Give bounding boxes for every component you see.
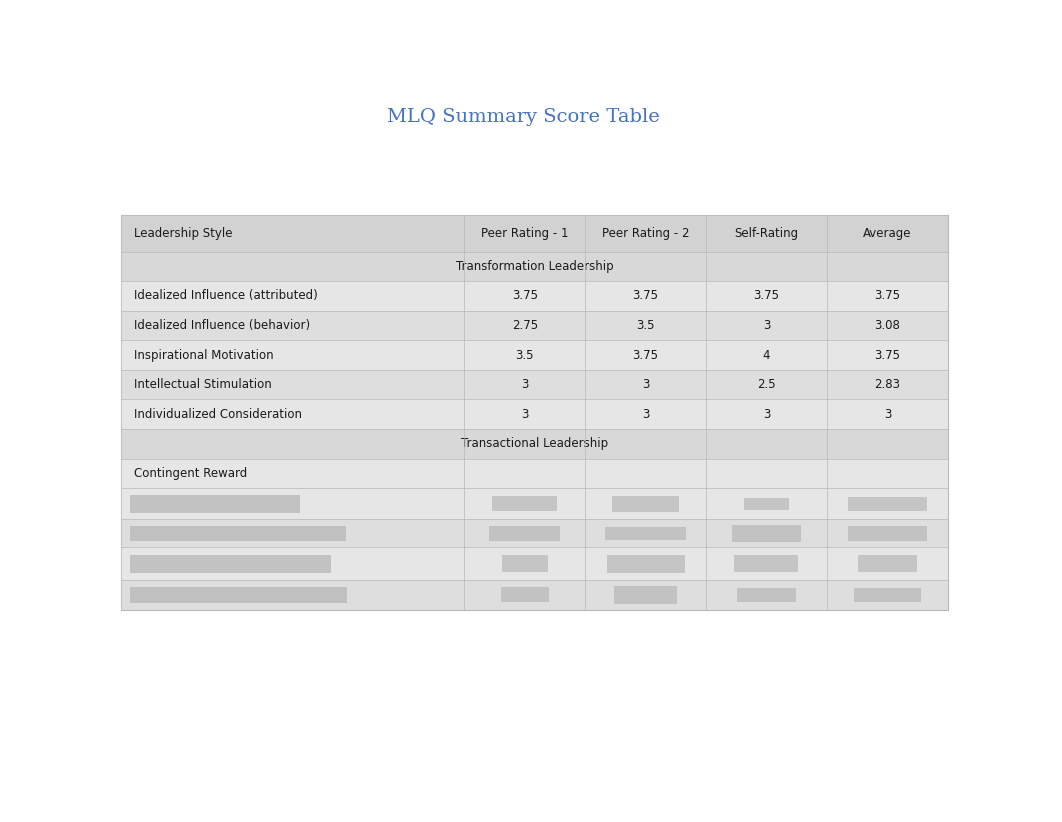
Text: 3.75: 3.75 bbox=[512, 289, 537, 302]
FancyBboxPatch shape bbox=[121, 459, 948, 488]
FancyBboxPatch shape bbox=[121, 252, 948, 281]
FancyBboxPatch shape bbox=[130, 555, 331, 573]
Text: 2.83: 2.83 bbox=[875, 378, 901, 391]
Text: 3: 3 bbox=[763, 319, 770, 332]
Text: 3: 3 bbox=[521, 408, 529, 421]
Text: Leadership Style: Leadership Style bbox=[134, 227, 233, 240]
FancyBboxPatch shape bbox=[490, 525, 561, 541]
Text: 2.5: 2.5 bbox=[757, 378, 775, 391]
FancyBboxPatch shape bbox=[121, 215, 948, 252]
FancyBboxPatch shape bbox=[734, 555, 799, 572]
Text: 3.08: 3.08 bbox=[875, 319, 901, 332]
Text: Intellectual Stimulation: Intellectual Stimulation bbox=[134, 378, 272, 391]
Text: Idealized Influence (attributed): Idealized Influence (attributed) bbox=[134, 289, 318, 302]
Text: 3.5: 3.5 bbox=[515, 349, 534, 362]
Text: 3: 3 bbox=[641, 378, 649, 391]
FancyBboxPatch shape bbox=[858, 556, 917, 572]
FancyBboxPatch shape bbox=[121, 215, 948, 610]
FancyBboxPatch shape bbox=[121, 370, 948, 399]
Text: Self-Rating: Self-Rating bbox=[734, 227, 799, 240]
Text: Contingent Reward: Contingent Reward bbox=[134, 467, 247, 480]
Text: Inspirational Motivation: Inspirational Motivation bbox=[134, 349, 273, 362]
Text: Idealized Influence (behavior): Idealized Influence (behavior) bbox=[134, 319, 310, 332]
FancyBboxPatch shape bbox=[130, 587, 347, 603]
FancyBboxPatch shape bbox=[732, 525, 801, 542]
Text: 3: 3 bbox=[763, 408, 770, 421]
FancyBboxPatch shape bbox=[130, 526, 346, 541]
Text: Peer Rating - 1: Peer Rating - 1 bbox=[481, 227, 568, 240]
FancyBboxPatch shape bbox=[854, 588, 921, 602]
Text: 3.75: 3.75 bbox=[875, 289, 901, 302]
Text: 3: 3 bbox=[641, 408, 649, 421]
Text: 3.75: 3.75 bbox=[633, 349, 658, 362]
Text: Transactional Leadership: Transactional Leadership bbox=[461, 437, 609, 450]
FancyBboxPatch shape bbox=[121, 488, 948, 520]
Text: 3.75: 3.75 bbox=[633, 289, 658, 302]
FancyBboxPatch shape bbox=[130, 496, 301, 512]
FancyBboxPatch shape bbox=[492, 496, 558, 511]
Text: MLQ Summary Score Table: MLQ Summary Score Table bbox=[388, 108, 660, 126]
FancyBboxPatch shape bbox=[121, 311, 948, 340]
FancyBboxPatch shape bbox=[501, 587, 549, 603]
FancyBboxPatch shape bbox=[737, 588, 795, 602]
Text: Individualized Consideration: Individualized Consideration bbox=[134, 408, 302, 421]
FancyBboxPatch shape bbox=[121, 429, 948, 459]
FancyBboxPatch shape bbox=[121, 520, 948, 547]
Text: 3.75: 3.75 bbox=[875, 349, 901, 362]
FancyBboxPatch shape bbox=[121, 340, 948, 370]
FancyBboxPatch shape bbox=[606, 555, 685, 573]
FancyBboxPatch shape bbox=[847, 526, 927, 541]
FancyBboxPatch shape bbox=[121, 580, 948, 610]
FancyBboxPatch shape bbox=[121, 399, 948, 429]
Text: 4: 4 bbox=[763, 349, 770, 362]
Text: 3: 3 bbox=[884, 408, 891, 421]
FancyBboxPatch shape bbox=[605, 527, 686, 540]
FancyBboxPatch shape bbox=[743, 497, 789, 510]
Text: 3: 3 bbox=[521, 378, 529, 391]
FancyBboxPatch shape bbox=[121, 281, 948, 311]
FancyBboxPatch shape bbox=[501, 555, 548, 572]
Text: Peer Rating - 2: Peer Rating - 2 bbox=[602, 227, 689, 240]
FancyBboxPatch shape bbox=[614, 586, 676, 603]
FancyBboxPatch shape bbox=[849, 496, 927, 510]
Text: 3.75: 3.75 bbox=[753, 289, 780, 302]
FancyBboxPatch shape bbox=[612, 496, 680, 512]
Text: 2.75: 2.75 bbox=[512, 319, 537, 332]
Text: Average: Average bbox=[863, 227, 912, 240]
FancyBboxPatch shape bbox=[121, 547, 948, 580]
Text: 3.5: 3.5 bbox=[636, 319, 655, 332]
Text: Transformation Leadership: Transformation Leadership bbox=[456, 260, 614, 273]
